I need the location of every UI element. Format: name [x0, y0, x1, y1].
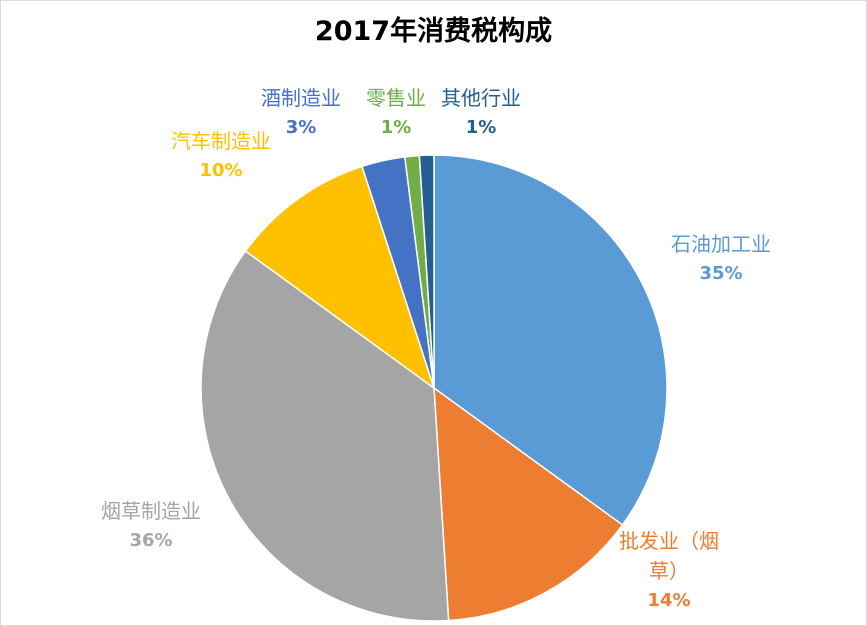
- pie-slice: [244, 165, 436, 390]
- value-label: 35%: [699, 263, 743, 284]
- data-label: 酒制造业 3%: [241, 83, 361, 143]
- data-label: 烟草制造业 36%: [76, 496, 226, 556]
- category-label: 烟草制造业: [101, 499, 201, 523]
- value-label: 3%: [285, 117, 317, 138]
- category-label: 批发业（烟草）: [619, 529, 719, 583]
- category-label: 酒制造业: [261, 86, 341, 110]
- value-label: 1%: [380, 117, 412, 138]
- category-label: 零售业: [366, 86, 426, 110]
- pie-slice: [418, 154, 435, 389]
- data-label: 批发业（烟草） 14%: [609, 526, 729, 616]
- category-label: 汽车制造业: [171, 129, 271, 153]
- data-label: 零售业 1%: [351, 83, 441, 143]
- pie-slice: [200, 249, 450, 622]
- category-label: 其他行业: [441, 86, 521, 110]
- chart-title: 2017年消费税构成: [314, 16, 553, 47]
- data-label: 其他行业 1%: [421, 83, 541, 143]
- category-label: 石油加工业: [671, 232, 771, 256]
- pie-slice: [433, 386, 624, 622]
- pie-slice: [433, 154, 668, 527]
- value-label: 14%: [647, 590, 691, 611]
- value-label: 1%: [465, 117, 497, 138]
- data-label: 汽车制造业 10%: [146, 126, 296, 186]
- value-label: 10%: [199, 160, 243, 181]
- data-label: 石油加工业 35%: [646, 229, 796, 289]
- value-label: 36%: [129, 530, 173, 551]
